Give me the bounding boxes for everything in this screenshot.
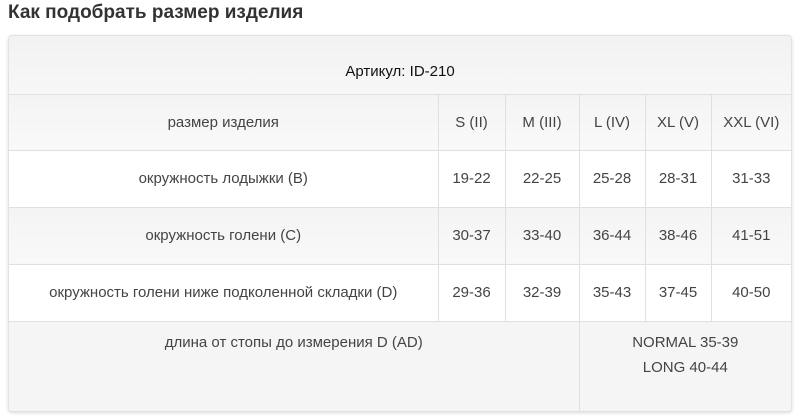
table-cell: 35-43: [578, 263, 646, 322]
header-row: размер изделия S (II) M (III) L (IV) XL …: [9, 93, 791, 151]
table-row: окружность голени (C) 30-37 33-40 36-44 …: [9, 206, 791, 265]
table-cell: 19-22: [437, 149, 506, 208]
length-values: NORMAL 35-39 LONG 40-44: [578, 320, 791, 411]
row-label: окружность лодыжки (B): [9, 149, 439, 208]
size-table: Артикул: ID-210 размер изделия S (II) M …: [8, 35, 792, 412]
header-cell: XXL (VI): [710, 93, 791, 151]
table-cell: 22-25: [504, 149, 580, 208]
article-row: Артикул: ID-210: [9, 36, 791, 95]
table-cell: 29-36: [437, 263, 506, 322]
header-cell: размер изделия: [9, 93, 439, 151]
table-cell: 28-31: [644, 149, 712, 208]
table-cell: 37-45: [644, 263, 712, 322]
table-cell: 36-44: [578, 206, 646, 265]
table-cell: 33-40: [504, 206, 580, 265]
length-normal: NORMAL 35-39: [632, 333, 739, 351]
table-row: окружность голени ниже подколенной склад…: [9, 263, 791, 322]
row-label: длина от стопы до измерения D (AD): [9, 320, 580, 411]
table-cell: 32-39: [504, 263, 580, 322]
table-row: окружность лодыжки (B) 19-22 22-25 25-28…: [9, 149, 791, 208]
row-label: окружность голени (C): [9, 206, 439, 265]
length-row: длина от стопы до измерения D (AD) NORMA…: [9, 320, 791, 411]
table-cell: 40-50: [710, 263, 791, 322]
length-long: LONG 40-44: [642, 358, 728, 376]
table-cell: 38-46: [644, 206, 712, 265]
article-label: Артикул: ID-210: [9, 36, 791, 95]
table-cell: 31-33: [710, 149, 791, 208]
header-cell: S (II): [437, 93, 506, 151]
header-cell: M (III): [504, 93, 580, 151]
table-cell: 41-51: [710, 206, 791, 265]
table-cell: 25-28: [578, 149, 646, 208]
table-cell: 30-37: [437, 206, 506, 265]
header-cell: XL (V): [644, 93, 712, 151]
page-title: Как подобрать размер изделия: [8, 2, 304, 23]
header-cell: L (IV): [578, 93, 646, 151]
row-label: окружность голени ниже подколенной склад…: [9, 263, 439, 322]
